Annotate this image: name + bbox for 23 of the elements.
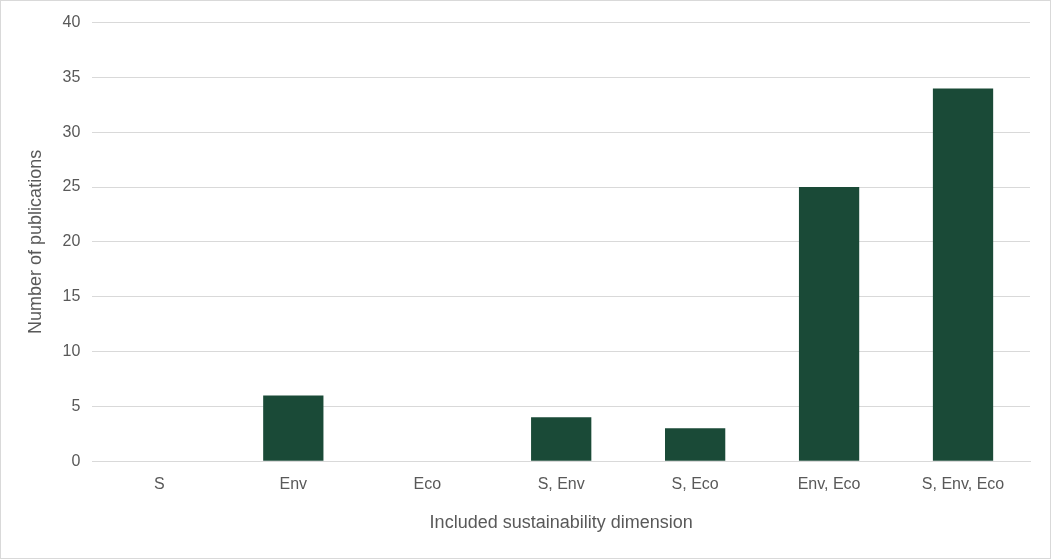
bar: [531, 417, 592, 461]
bar: [665, 428, 726, 461]
y-tick-label: 0: [71, 451, 81, 469]
x-tick-label: Env, Eco: [797, 475, 861, 493]
bar: [932, 88, 994, 461]
y-tick-label: 5: [71, 396, 81, 414]
y-tick-label: 30: [62, 122, 81, 140]
x-axis-title: Included sustainability dimension: [429, 512, 693, 533]
y-tick-label: 40: [62, 13, 81, 31]
x-tick-label: Eco: [413, 475, 442, 493]
y-tick-label: 15: [62, 287, 81, 305]
y-tick-label: 35: [62, 67, 81, 85]
x-tick-label: S, Env: [537, 475, 585, 493]
y-axis-title: Number of publications: [24, 149, 45, 334]
y-tick-label: 10: [62, 341, 81, 359]
x-tick-label: S: [154, 475, 165, 493]
bar: [263, 395, 324, 461]
y-tick-label: 20: [62, 232, 81, 250]
x-tick-label: S, Env, Eco: [921, 475, 1005, 493]
x-tick-label: S, Eco: [671, 475, 719, 493]
y-tick-label: 25: [62, 177, 81, 195]
bar: [798, 187, 860, 461]
x-tick-label: Env: [279, 475, 308, 493]
